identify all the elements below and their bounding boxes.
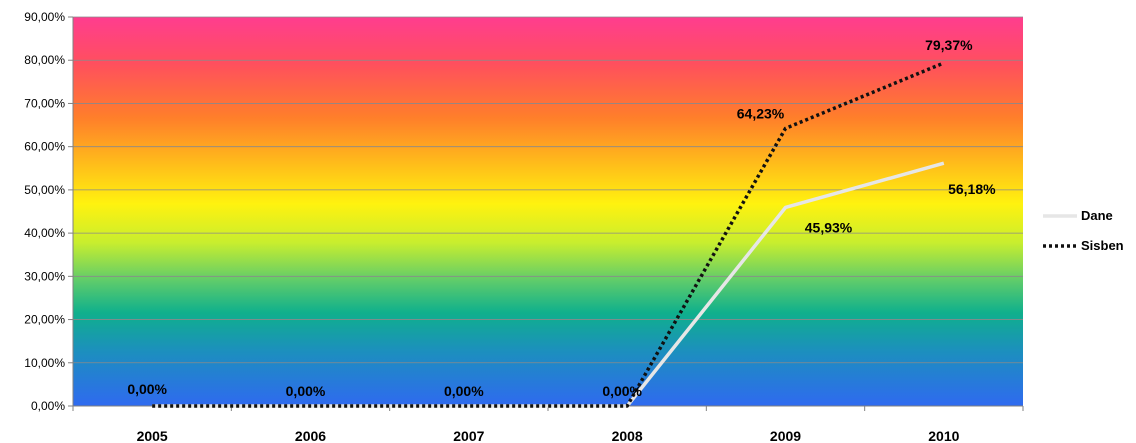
data-label-dane: 56,18%: [948, 181, 996, 197]
y-tick-label: 80,00%: [24, 53, 65, 67]
x-tick-label: 2006: [295, 428, 326, 443]
legend: Dane Sisben: [1043, 208, 1124, 253]
data-label-sisben: 64,23%: [737, 105, 785, 121]
data-label-sisben: 0,00%: [127, 381, 167, 397]
legend-label-sisben: Sisben: [1081, 238, 1124, 253]
y-tick-label: 0,00%: [31, 399, 65, 413]
y-tick-label: 20,00%: [24, 313, 65, 327]
data-label-sisben: 79,37%: [925, 37, 973, 53]
y-tick-label: 10,00%: [24, 356, 65, 370]
data-label-sisben: 0,00%: [444, 383, 484, 399]
data-label-sisben: 0,00%: [286, 383, 326, 399]
y-tick-label: 60,00%: [24, 140, 65, 154]
y-tick-label: 70,00%: [24, 96, 65, 110]
data-labels: 45,93% 56,18% 0,00% 0,00% 0,00% 0,00% 64,23% 79…: [127, 37, 996, 399]
x-tick-label: 2010: [928, 428, 959, 443]
legend-label-dane: Dane: [1081, 208, 1113, 223]
y-tick-label: 90,00%: [24, 10, 65, 24]
y-axis: 0,00% 10,00% 20,00% 30,00% 40,00% 50,00% 60,00…: [24, 10, 74, 413]
data-label-sisben: 0,00%: [602, 383, 642, 399]
plot-area-background: [73, 17, 1023, 406]
gridlines: [73, 16, 1023, 407]
data-label-dane: 45,93%: [805, 219, 853, 235]
series-line-sisben: [152, 61, 945, 408]
y-tick-label: 30,00%: [24, 269, 65, 283]
x-tick-label: 2007: [453, 428, 484, 443]
x-tick-label: 2009: [770, 428, 801, 443]
y-tick-label: 40,00%: [24, 226, 65, 240]
x-axis: 2005 2006 2007 2008 2009 2010: [72, 405, 1024, 443]
y-tick-label: 50,00%: [24, 183, 65, 197]
x-tick-label: 2008: [612, 428, 643, 443]
series-line-dane: [152, 161, 945, 408]
series-layer: [152, 61, 945, 408]
x-tick-label: 2005: [137, 428, 168, 443]
